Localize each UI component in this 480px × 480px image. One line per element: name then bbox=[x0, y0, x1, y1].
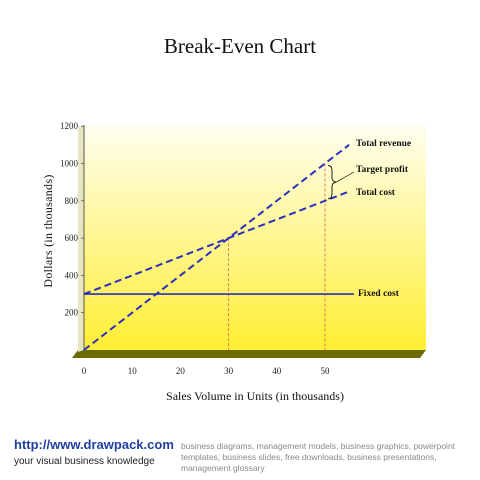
x-tick-label: 40 bbox=[272, 366, 282, 376]
x-tick-label: 30 bbox=[224, 366, 234, 376]
annotation-target-profit: Target profit bbox=[356, 165, 409, 175]
target-profit-leader bbox=[335, 171, 355, 183]
x-tick-label: 20 bbox=[176, 366, 186, 376]
y-tick-label: 400 bbox=[65, 270, 79, 280]
y-tick-label: 200 bbox=[65, 308, 79, 318]
break-even-chart: 200 400 600 800 1000 1200 0 10 20 30 40 50 Total re… bbox=[41, 121, 426, 403]
chart-title: Break-Even Chart bbox=[163, 34, 317, 58]
plot-wall bbox=[84, 125, 426, 350]
plot-side bbox=[78, 125, 84, 352]
plot-floor bbox=[72, 350, 426, 358]
y-tick-label: 1000 bbox=[60, 159, 79, 169]
series-line-0 bbox=[83, 144, 350, 351]
footer-tagline: your visual business knowledge bbox=[14, 456, 155, 467]
series-label-0: Total revenue bbox=[356, 139, 411, 149]
footer-description: business diagrams, management models, bu… bbox=[181, 441, 456, 473]
x-axis-label: Sales Volume in Units (in thousands) bbox=[166, 389, 344, 403]
footer-link[interactable]: http://www.drawpack.com bbox=[14, 437, 174, 452]
y-tick-label: 1200 bbox=[60, 121, 79, 131]
series-label-2: Fixed cost bbox=[358, 289, 400, 299]
y-axis-label: Dollars (in thousands) bbox=[41, 174, 55, 287]
x-tick-label: 10 bbox=[128, 366, 138, 376]
y-tick-label: 600 bbox=[65, 233, 79, 243]
series-label-1: Total cost bbox=[356, 188, 396, 198]
x-tick-label: 50 bbox=[321, 366, 331, 376]
series-line-1 bbox=[83, 190, 350, 295]
x-tick-label: 0 bbox=[82, 366, 87, 376]
y-tick-label: 800 bbox=[65, 196, 79, 206]
